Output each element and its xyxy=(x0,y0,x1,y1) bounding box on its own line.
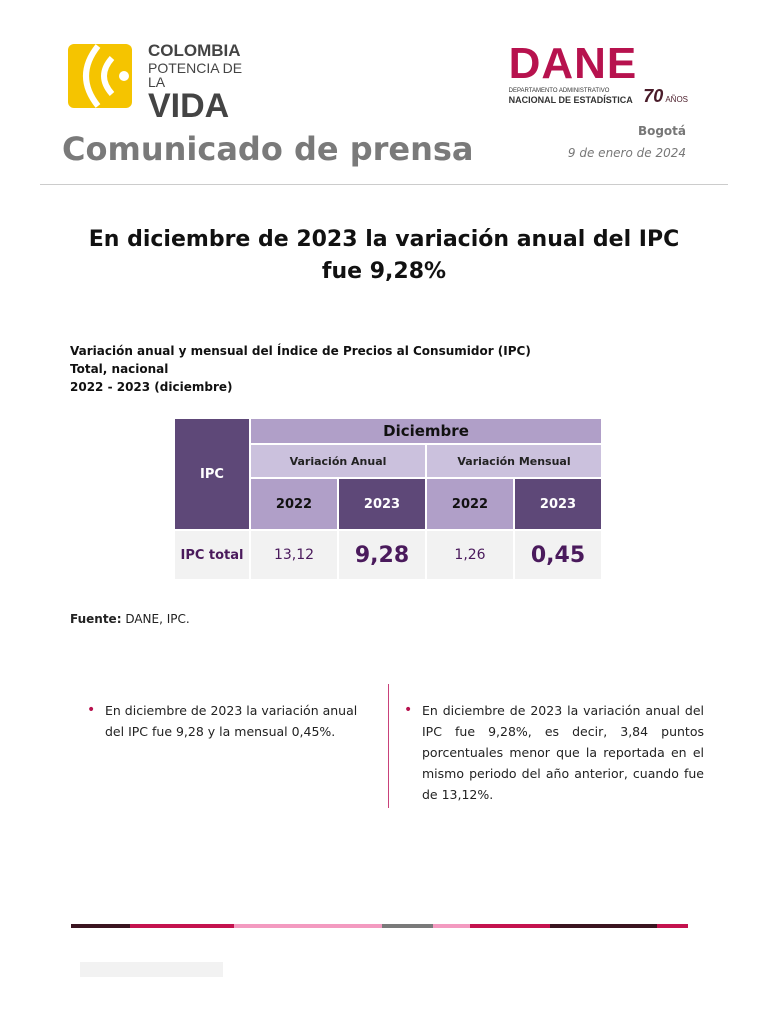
year-header: 2022 xyxy=(425,477,515,531)
year-header: 2022 xyxy=(249,477,339,531)
caption-line: Total, nacional xyxy=(70,362,169,376)
logo-text: POTENCIA DE LA xyxy=(148,60,243,90)
bullet-item: • En diciembre de 2023 la variación anua… xyxy=(404,700,704,805)
source-note: Fuente: DANE, IPC. xyxy=(70,612,190,626)
ipc-table: IPC Diciembre Variación Anual Variación … xyxy=(173,417,603,581)
footer-stripe xyxy=(71,924,130,928)
logo-text: COLOMBIA xyxy=(148,41,241,60)
footer-stripe xyxy=(130,924,234,928)
group-header-mensual: Variación Mensual xyxy=(425,443,603,479)
dane-subtitle: NACIONAL DE ESTADÍSTICA xyxy=(508,95,633,105)
row-label: IPC total xyxy=(173,529,251,581)
dane-anos: AÑOS xyxy=(665,95,688,104)
year-header: 2023 xyxy=(513,477,603,531)
column-divider xyxy=(388,684,389,808)
dane-logo: DANE DEPARTAMENTO ADMINISTRATIVO NACIONA… xyxy=(508,39,688,107)
source-label: Fuente: xyxy=(70,612,122,626)
bullet-text: En diciembre de 2023 la variación anual … xyxy=(105,703,358,739)
footer-placeholder xyxy=(80,962,223,977)
source-text: DANE, IPC. xyxy=(121,612,190,626)
table-caption: Variación anual y mensual del Índice de … xyxy=(70,342,531,396)
footer-stripe xyxy=(550,924,657,928)
dane-wordmark: DANE xyxy=(508,39,638,88)
value-cell: 9,28 xyxy=(337,529,427,581)
table-row: IPC total 13,12 9,28 1,26 0,45 xyxy=(173,529,603,581)
footer-stripe xyxy=(234,924,382,928)
year-header: 2023 xyxy=(337,477,427,531)
logo-text: VIDA xyxy=(148,87,230,125)
value-cell: 13,12 xyxy=(249,529,339,581)
page-title: Comunicado de prensa xyxy=(62,130,474,168)
bullet-icon: • xyxy=(87,702,96,718)
value-cell: 0,45 xyxy=(513,529,603,581)
divider xyxy=(40,184,728,185)
footer-stripe xyxy=(433,924,470,928)
colombia-potencia-de-la-vida-logo: COLOMBIA POTENCIA DE LA VIDA xyxy=(68,41,248,123)
date: 9 de enero de 2024 xyxy=(567,146,686,160)
bullet-item: • En diciembre de 2023 la variación anua… xyxy=(87,700,377,742)
footer-stripe xyxy=(382,924,433,928)
colombia-logo-mark-icon xyxy=(68,44,132,108)
caption-line: Variación anual y mensual del Índice de … xyxy=(70,344,531,358)
value-cell: 1,26 xyxy=(425,529,515,581)
footer-stripe xyxy=(657,924,688,928)
bullet-text: En diciembre de 2023 la variación anual … xyxy=(422,703,704,802)
footer-stripe xyxy=(470,924,550,928)
bullet-icon: • xyxy=(404,702,413,718)
group-header-anual: Variación Anual xyxy=(249,443,427,479)
headline: En diciembre de 2023 la variación anual … xyxy=(88,227,680,284)
dane-subtitle: DEPARTAMENTO ADMINISTRATIVO xyxy=(508,88,610,94)
ipc-header: IPC xyxy=(173,417,251,531)
city: Bogotá xyxy=(637,124,686,138)
dane-70-years: 70 xyxy=(643,86,664,106)
caption-line: 2022 - 2023 (diciembre) xyxy=(70,380,233,394)
month-header: Diciembre xyxy=(249,417,603,445)
